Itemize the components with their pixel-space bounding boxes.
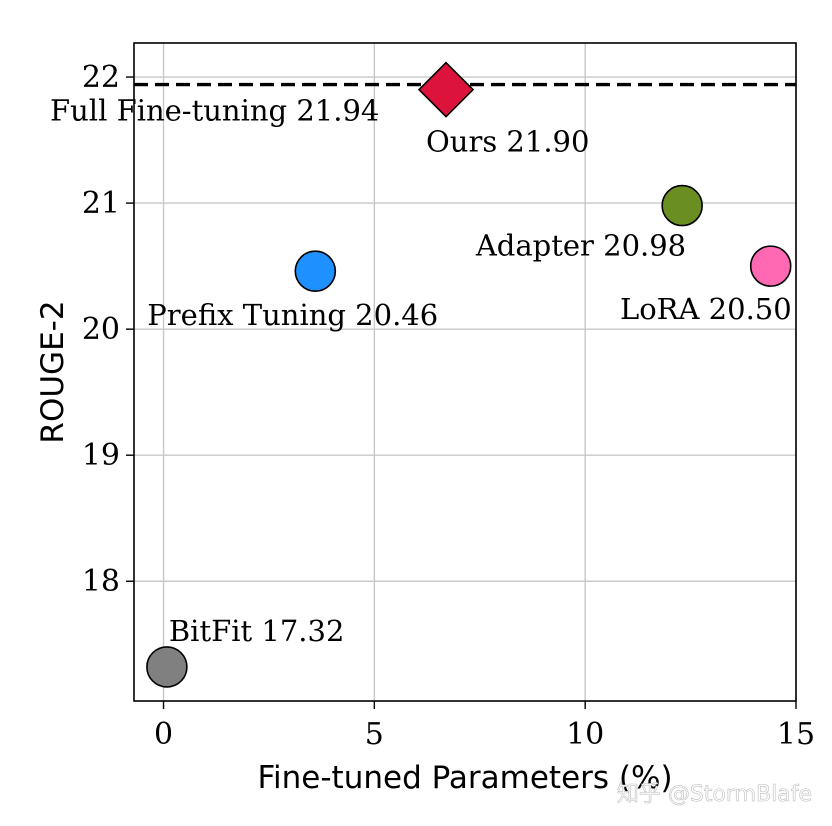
data-points — [146, 61, 792, 688]
point-prefix-tuning — [294, 250, 337, 292]
x-tick-label: 0 — [154, 717, 173, 752]
watermark: 知乎 @StormBlafe — [617, 782, 812, 807]
axis-ticks: 0 5 10 15 18 19 20 21 22 — [82, 60, 815, 752]
label-bitfit: BitFit 17.32 — [169, 614, 345, 648]
point-adapter — [661, 184, 703, 227]
y-tick-label: 22 — [82, 60, 120, 95]
label-adapter: Adapter 20.98 — [475, 229, 686, 263]
label-full-finetuning: Full Fine-tuning 21.94 — [50, 94, 379, 128]
point-bitfit — [146, 646, 188, 688]
label-lora: LoRA 20.50 — [620, 292, 792, 326]
y-tick-label: 21 — [82, 186, 120, 221]
x-tick-label: 15 — [777, 717, 815, 752]
label-ours: Ours 21.90 — [426, 125, 589, 159]
y-tick-label: 19 — [82, 438, 120, 473]
point-labels: Ours 21.90 Adapter 20.98 LoRA 20.50 Prefix … — [50, 94, 792, 648]
point-ours — [417, 61, 475, 118]
point-lora — [749, 245, 792, 287]
plot-frame — [133, 42, 797, 702]
y-tick-label: 20 — [82, 312, 120, 347]
y-axis-label: ROUGE-2 — [35, 300, 71, 443]
y-tick-label: 18 — [82, 564, 120, 599]
x-tick-label: 10 — [566, 717, 604, 752]
label-prefix-tuning: Prefix Tuning 20.46 — [147, 298, 438, 332]
x-tick-label: 5 — [365, 717, 384, 752]
x-axis-label: Fine-tuned Parameters (%) — [257, 760, 672, 796]
